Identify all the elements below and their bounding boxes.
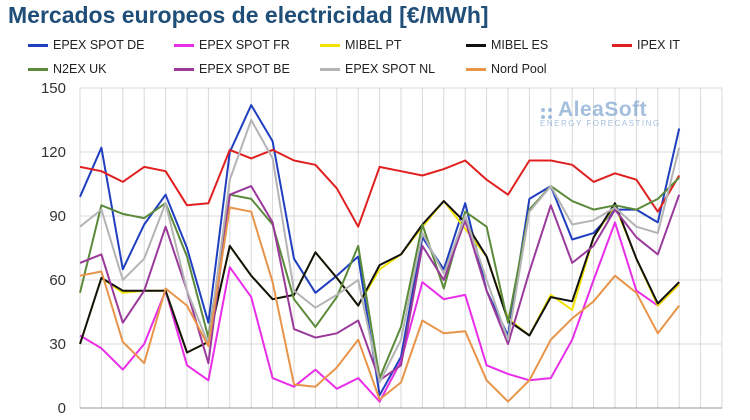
series-line-nord-pool (79, 206, 680, 403)
legend-label: MIBEL ES (491, 38, 549, 52)
series-line-ipex-it (79, 148, 681, 228)
legend-swatch (320, 67, 340, 71)
legend-swatch (466, 67, 486, 71)
legend-label: EPEX SPOT FR (199, 38, 290, 52)
legend-item: N2EX UK (28, 60, 107, 78)
legend-label: MIBEL PT (345, 38, 402, 52)
watermark-brand: AleaSoft (558, 98, 648, 121)
series-line-epex-spot-de (79, 104, 681, 397)
y-tick-label: 90 (49, 208, 66, 225)
legend: EPEX SPOT DE EPEX SPOT FR MIBEL PT MIBEL ES… (0, 36, 750, 88)
legend-label: IPEX IT (637, 38, 681, 52)
y-axis: 0 30 60 90 120 150 (41, 80, 66, 417)
legend-label: EPEX SPOT NL (345, 62, 436, 76)
series-line-mibel-es (79, 200, 680, 354)
legend-item: EPEX SPOT NL (320, 60, 435, 78)
legend-swatch (174, 43, 194, 47)
legend-item: Nord Pool (466, 60, 547, 78)
legend-item: IPEX IT (612, 36, 680, 54)
chart-title: Mercados europeos de electricidad [€/MWh… (8, 2, 489, 28)
legend-swatch (612, 43, 632, 47)
legend-swatch (320, 43, 340, 47)
series-line-epex-spot-fr (79, 221, 680, 403)
y-tick-label: 0 (58, 400, 66, 417)
legend-item: EPEX SPOT FR (174, 36, 290, 54)
legend-label: N2EX UK (53, 62, 107, 76)
legend-item: MIBEL PT (320, 36, 402, 54)
legend-item: MIBEL ES (466, 36, 548, 54)
y-tick-label: 30 (49, 336, 66, 353)
y-tick-label: 60 (49, 272, 66, 289)
y-tick-label: 150 (41, 80, 66, 97)
grid (79, 87, 723, 409)
dots-logo-icon (540, 103, 554, 120)
legend-swatch (466, 43, 486, 47)
legend-label: EPEX SPOT BE (199, 62, 290, 76)
legend-item: EPEX SPOT BE (174, 60, 290, 78)
legend-item: EPEX SPOT DE (28, 36, 144, 54)
legend-label: EPEX SPOT DE (53, 38, 145, 52)
legend-swatch (174, 67, 194, 71)
series-lines (79, 104, 681, 403)
watermark-tagline: ENERGY FORECASTING (540, 119, 661, 128)
watermark-logo: AleaSoft ENERGY FORECASTING (540, 98, 661, 128)
legend-label: Nord Pool (491, 62, 547, 76)
legend-swatch (28, 43, 48, 47)
y-tick-label: 120 (41, 144, 66, 161)
legend-swatch (28, 67, 48, 71)
series-line-epex-spot-nl (79, 119, 681, 384)
